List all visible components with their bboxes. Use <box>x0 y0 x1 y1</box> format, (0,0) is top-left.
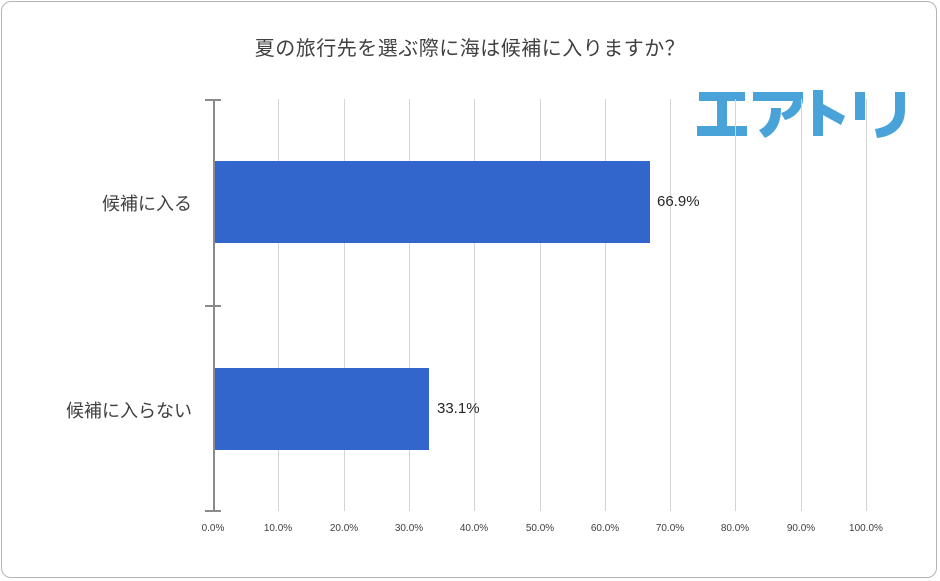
gridline-30 <box>409 99 410 511</box>
bar-include <box>213 161 650 243</box>
gridline-80 <box>735 99 736 511</box>
gridline-70 <box>670 99 671 511</box>
x-tick-label: 0.0% <box>201 523 225 534</box>
x-tick-label: 100.0% <box>849 523 883 534</box>
airtrip-logo: エアトリ <box>697 90 905 138</box>
gridline-50 <box>540 99 541 511</box>
x-tick-label: 10.0% <box>263 523 293 534</box>
gridline-90 <box>801 99 802 511</box>
category-label-include: 候補に入る <box>102 194 192 215</box>
x-tick-label: 90.0% <box>786 523 816 534</box>
gridline-60 <box>605 99 606 511</box>
y-axis-tick <box>205 510 221 512</box>
x-tick-label: 40.0% <box>459 523 489 534</box>
x-tick-label: 20.0% <box>329 523 359 534</box>
value-label-include: 66.9% <box>657 193 700 210</box>
gridline-40 <box>474 99 475 511</box>
x-tick-label: 30.0% <box>394 523 424 534</box>
gridline-10 <box>278 99 279 511</box>
x-tick-label: 60.0% <box>590 523 620 534</box>
x-tick-label: 50.0% <box>525 523 555 534</box>
bar-not-include <box>213 368 429 450</box>
gridline-100 <box>866 99 867 511</box>
value-label-not-include: 33.1% <box>437 400 480 417</box>
gridline-20 <box>344 99 345 511</box>
chart-title: 夏の旅行先を選ぶ際に海は候補に入りますか？ <box>254 36 686 60</box>
x-tick-label: 70.0% <box>655 523 685 534</box>
y-axis-tick <box>205 99 221 101</box>
plot-area <box>205 99 867 512</box>
x-tick-label: 80.0% <box>720 523 750 534</box>
category-label-not-include: 候補に入らない <box>66 401 192 422</box>
y-axis-tick <box>205 305 221 307</box>
